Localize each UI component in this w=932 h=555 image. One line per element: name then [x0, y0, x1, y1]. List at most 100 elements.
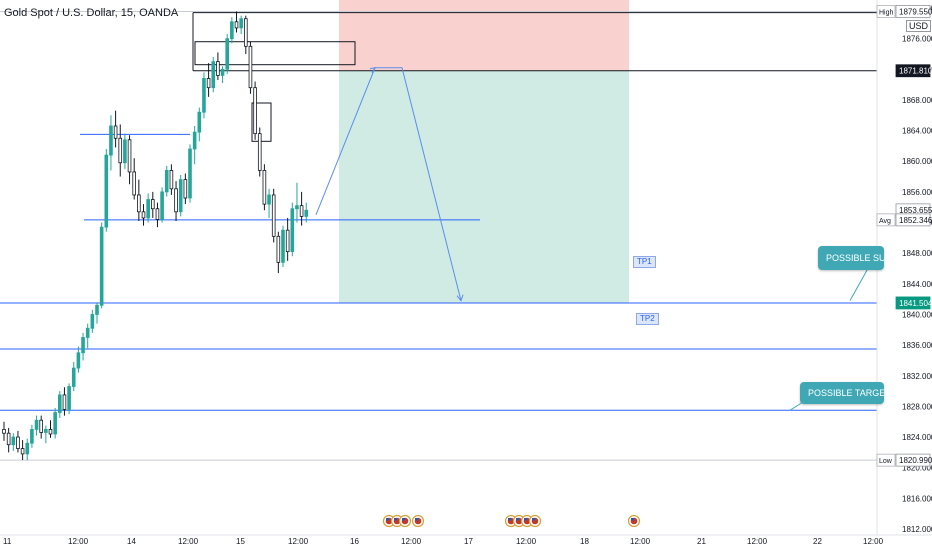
candle-body	[95, 304, 99, 315]
stop-loss-zone	[339, 0, 629, 71]
tp1-label[interactable]: TP1	[633, 256, 656, 268]
price-tag	[895, 5, 931, 18]
time-tick-label: 12:00	[178, 537, 199, 546]
time-tick-label: 22	[813, 537, 822, 546]
candle-body	[67, 386, 71, 410]
price-tick-label: 1828.000	[902, 402, 932, 411]
price-tag-caption-box	[876, 5, 896, 18]
candle-body	[16, 436, 20, 449]
candle-body	[295, 205, 299, 210]
candle-body	[262, 170, 267, 205]
price-tag-label: 1820.990	[899, 456, 932, 465]
time-tick-label: 12:00	[747, 537, 768, 546]
price-tick-label: 1864.000	[902, 127, 932, 136]
candle-body	[225, 38, 230, 70]
candle-body	[169, 170, 174, 190]
time-tick-label: 21	[697, 537, 706, 546]
tp2-label[interactable]: TP2	[636, 313, 659, 325]
candle-body	[137, 194, 141, 213]
price-tick-label: 1844.000	[902, 280, 932, 289]
candle-body	[271, 194, 276, 237]
candle-body	[85, 327, 90, 338]
callout-possible-support[interactable]: POSSIBLE SUPPORT	[818, 246, 884, 270]
flag-canton	[402, 518, 405, 521]
candle-body	[211, 61, 216, 89]
candle-body	[62, 394, 67, 410]
candle-body	[220, 68, 225, 76]
flag-canton	[508, 518, 511, 521]
candle-body	[127, 139, 132, 173]
candle-body	[123, 139, 127, 164]
candle-body	[248, 45, 253, 89]
time-tick-label: 12:00	[288, 537, 309, 546]
time-tick-label: 12:00	[863, 537, 884, 546]
take-profit-zone	[339, 70, 629, 303]
price-tick-label: 1812.000	[902, 525, 932, 534]
price-tag	[895, 453, 931, 467]
time-tick-label: 16	[350, 537, 359, 546]
candles	[2, 11, 309, 461]
currency-button[interactable]: USD	[906, 20, 932, 32]
candle-body	[178, 179, 183, 213]
candle-body	[76, 352, 81, 369]
candle-body	[290, 208, 295, 253]
candle-body	[230, 21, 234, 40]
price-tag-caption: Low	[879, 458, 893, 465]
time-tick-label: 12:00	[68, 537, 89, 546]
price-tag	[895, 296, 931, 310]
callout-possible-target[interactable]: POSSIBLE TARGET FOR A LOW	[800, 382, 884, 404]
candle-body	[267, 194, 271, 205]
time-tick-label: 14	[127, 537, 136, 546]
order-block-box	[194, 41, 356, 66]
candle-body	[239, 18, 243, 29]
candle-body	[58, 394, 62, 413]
candle-body	[81, 337, 85, 354]
candle-body	[53, 412, 57, 435]
candle-body	[90, 314, 95, 329]
price-tag-caption: High	[879, 9, 894, 16]
candle-body	[2, 428, 6, 434]
candle-body	[132, 171, 137, 196]
candle-body	[164, 170, 169, 193]
price-tick-label: 1840.000	[902, 310, 932, 319]
price-tag-caption-box	[876, 213, 896, 227]
price-tag-caption: Avg	[879, 218, 891, 225]
candle-body	[39, 419, 43, 433]
time-tick-label: 12:00	[516, 537, 537, 546]
candle-body	[183, 179, 188, 199]
candle-body	[71, 367, 76, 387]
path-arrowhead-up	[369, 67, 377, 74]
candle-body	[141, 211, 146, 219]
time-tick-label: 15	[236, 537, 245, 546]
candle-body	[285, 229, 290, 253]
candle-body	[276, 235, 281, 263]
price-tick-label: 1824.000	[902, 433, 932, 442]
price-tick-label: 1832.000	[902, 372, 932, 381]
projection-path-line	[315, 67, 462, 301]
candle-body	[30, 428, 34, 444]
candle-body	[160, 191, 164, 220]
candle-body	[118, 137, 123, 164]
candle-body	[253, 87, 257, 135]
candle-body	[243, 18, 248, 47]
flag-canton	[516, 518, 519, 521]
candle-body	[6, 432, 11, 446]
callout-support-text: POSSIBLE SUPPORT	[826, 253, 884, 263]
candle-body	[48, 428, 53, 435]
support-resistance-lines	[0, 10, 877, 461]
symbol-title: Gold Spot / U.S. Dollar, 15, OANDA	[4, 7, 179, 19]
price-tag-label: 1841.504	[899, 299, 932, 308]
candle-body	[99, 226, 104, 306]
time-tick-label: 11	[3, 537, 12, 546]
candle-body	[150, 199, 155, 210]
candle-body	[281, 229, 285, 263]
price-tick-label: 1816.000	[902, 494, 932, 503]
candle-body	[197, 111, 202, 133]
price-tag-label: 1852.346	[899, 216, 932, 225]
candle-body	[234, 21, 239, 29]
time-tick-label: 17	[464, 537, 473, 546]
candle-body	[25, 442, 30, 455]
